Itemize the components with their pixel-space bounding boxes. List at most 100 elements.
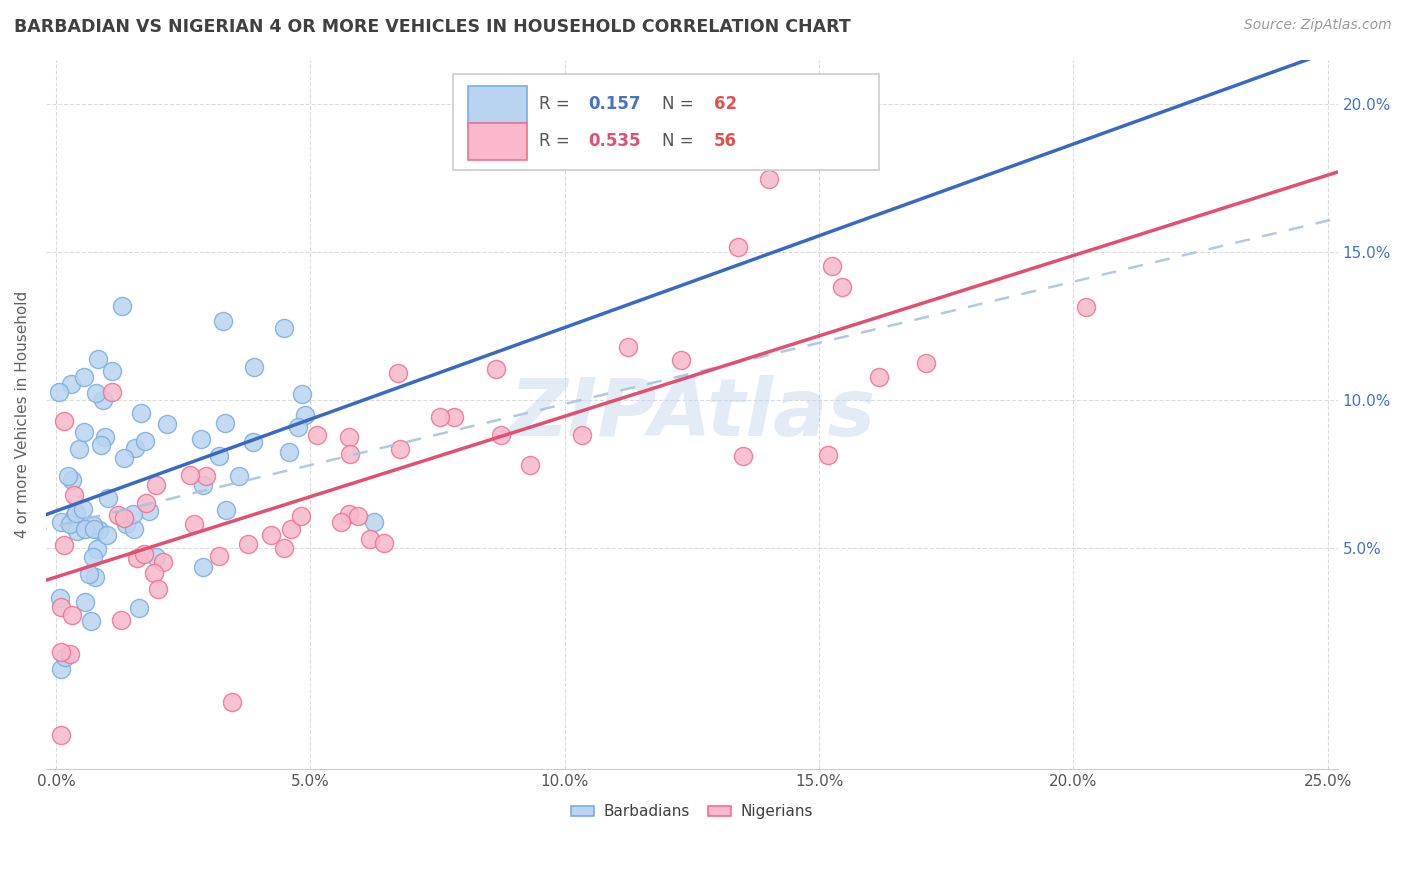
Point [337,507,360,521]
Point [134,547,156,561]
Text: N =: N = [662,95,699,113]
Point [290,509,312,524]
Point [821,259,844,273]
Point [114,516,136,531]
Point [128,600,150,615]
Point [260,527,283,541]
Point [228,469,250,483]
Point [330,515,353,529]
Point [194,469,217,483]
Point [337,430,360,444]
Legend: Barbadians, Nigerians: Barbadians, Nigerians [565,798,818,825]
Point [214,416,236,430]
Point [87,523,110,537]
Point [65,506,87,520]
Point [156,417,179,432]
Point [134,434,156,448]
Point [485,361,508,376]
Point [129,406,152,420]
Point [51,645,73,659]
Point [287,419,309,434]
Point [212,314,235,328]
FancyBboxPatch shape [468,86,526,123]
Point [59,376,82,391]
Point [142,566,165,581]
Text: Source: ZipAtlas.com: Source: ZipAtlas.com [1244,18,1392,32]
Point [48,385,70,400]
Point [236,537,259,551]
Text: 0.157: 0.157 [589,95,641,113]
Point [52,538,75,552]
Point [669,353,692,368]
Point [571,427,593,442]
Point [49,591,72,605]
Point [373,536,395,550]
Point [1074,301,1097,315]
Point [727,240,749,254]
Point [73,370,96,384]
Point [121,507,143,521]
Point [58,469,80,483]
Point [273,320,295,334]
Point [191,560,214,574]
Point [73,425,96,439]
Point [242,434,264,449]
Point [63,508,86,522]
Y-axis label: 4 or more Vehicles in Household: 4 or more Vehicles in Household [15,291,30,538]
Point [915,355,938,369]
FancyBboxPatch shape [453,74,879,169]
Point [305,428,328,442]
Point [443,409,465,424]
Point [183,517,205,532]
Point [127,550,149,565]
Point [146,582,169,596]
Text: ZIPAtlas: ZIPAtlas [509,376,875,453]
Point [242,360,264,375]
Point [731,449,754,463]
Point [280,522,302,536]
Point [77,567,100,582]
Point [135,496,157,510]
Point [519,458,541,473]
Point [60,607,83,622]
Point [208,549,231,563]
Point [59,647,82,661]
Point [758,172,780,186]
Point [389,442,412,456]
Text: 62: 62 [714,95,737,113]
Point [84,386,107,401]
Point [112,450,135,465]
Point [66,524,89,538]
Point [49,662,72,676]
Point [82,550,104,565]
Point [72,502,94,516]
Point [191,478,214,492]
Point [110,299,132,313]
Text: R =: R = [540,95,575,113]
Point [179,467,201,482]
Point [387,367,409,381]
Point [221,695,243,709]
Text: 56: 56 [714,132,737,150]
Point [101,364,124,378]
Point [208,449,231,463]
Point [97,491,120,505]
Point [49,515,72,529]
Point [51,600,73,615]
Point [75,595,97,609]
Point [124,441,146,455]
Point [67,442,90,457]
Point [215,502,238,516]
Point [817,449,839,463]
Point [145,549,167,564]
Point [73,522,96,536]
Text: N =: N = [662,132,699,150]
Point [91,392,114,407]
Point [294,408,316,422]
Point [347,509,370,524]
Point [273,541,295,555]
Point [291,386,314,401]
Point [83,570,105,584]
Point [107,508,129,522]
Point [278,445,301,459]
